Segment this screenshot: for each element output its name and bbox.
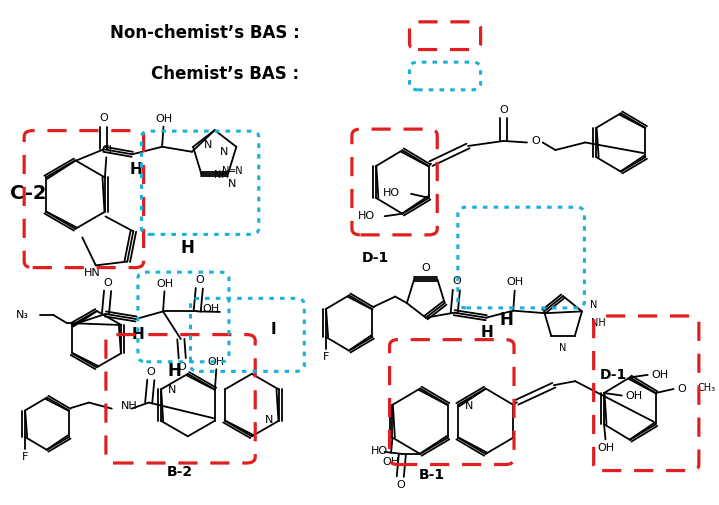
Text: Cl: Cl (101, 145, 111, 155)
Text: NH: NH (214, 170, 229, 180)
Text: H: H (168, 362, 182, 380)
Text: OH: OH (203, 304, 220, 314)
Text: O: O (396, 480, 405, 490)
Text: O: O (421, 263, 430, 273)
Text: O: O (178, 362, 187, 372)
Text: N: N (265, 415, 273, 425)
Text: OH: OH (156, 279, 173, 289)
Text: N: N (559, 343, 567, 353)
Text: OH: OH (383, 457, 400, 467)
Text: CH₃: CH₃ (697, 383, 715, 393)
Text: OH: OH (155, 114, 172, 124)
Text: O: O (147, 367, 155, 377)
Text: B-2: B-2 (167, 465, 193, 479)
Text: OH: OH (651, 370, 669, 380)
Text: OH: OH (626, 390, 643, 400)
Text: H: H (130, 162, 143, 177)
Text: NH: NH (592, 318, 606, 328)
Text: HO: HO (383, 188, 400, 198)
Text: OH: OH (506, 277, 523, 287)
Text: F: F (22, 452, 28, 462)
Text: F: F (323, 352, 329, 362)
Text: O: O (99, 113, 108, 123)
Text: B-1: B-1 (419, 468, 445, 482)
Text: D-1: D-1 (362, 250, 389, 265)
Text: C-2: C-2 (10, 184, 47, 203)
Text: N: N (219, 147, 228, 157)
Text: N₃: N₃ (17, 311, 29, 321)
Text: H: H (481, 325, 494, 340)
Text: O: O (500, 105, 508, 115)
Text: NH: NH (121, 401, 138, 411)
Text: O: O (195, 275, 203, 285)
Text: HO: HO (358, 211, 375, 221)
Text: D-1: D-1 (600, 368, 627, 382)
Text: H: H (180, 239, 195, 258)
Text: N═N: N═N (222, 167, 242, 176)
Text: O: O (104, 278, 112, 288)
Text: OH: OH (208, 357, 225, 367)
Text: O: O (452, 276, 461, 286)
Text: H: H (132, 327, 145, 341)
Text: OH: OH (597, 443, 614, 453)
Text: N: N (465, 401, 473, 411)
Text: I: I (270, 322, 276, 336)
Text: O: O (677, 384, 686, 394)
Text: N: N (203, 140, 212, 150)
Text: N: N (227, 179, 236, 189)
Text: Non-chemist’s BAS :: Non-chemist’s BAS : (109, 24, 299, 42)
Text: HO: HO (371, 446, 388, 457)
Text: H: H (500, 312, 514, 329)
Text: Chemist’s BAS :: Chemist’s BAS : (151, 65, 299, 83)
Text: O: O (532, 136, 541, 146)
Text: N: N (590, 300, 597, 310)
Text: N: N (168, 385, 176, 395)
Text: HN: HN (84, 268, 101, 278)
